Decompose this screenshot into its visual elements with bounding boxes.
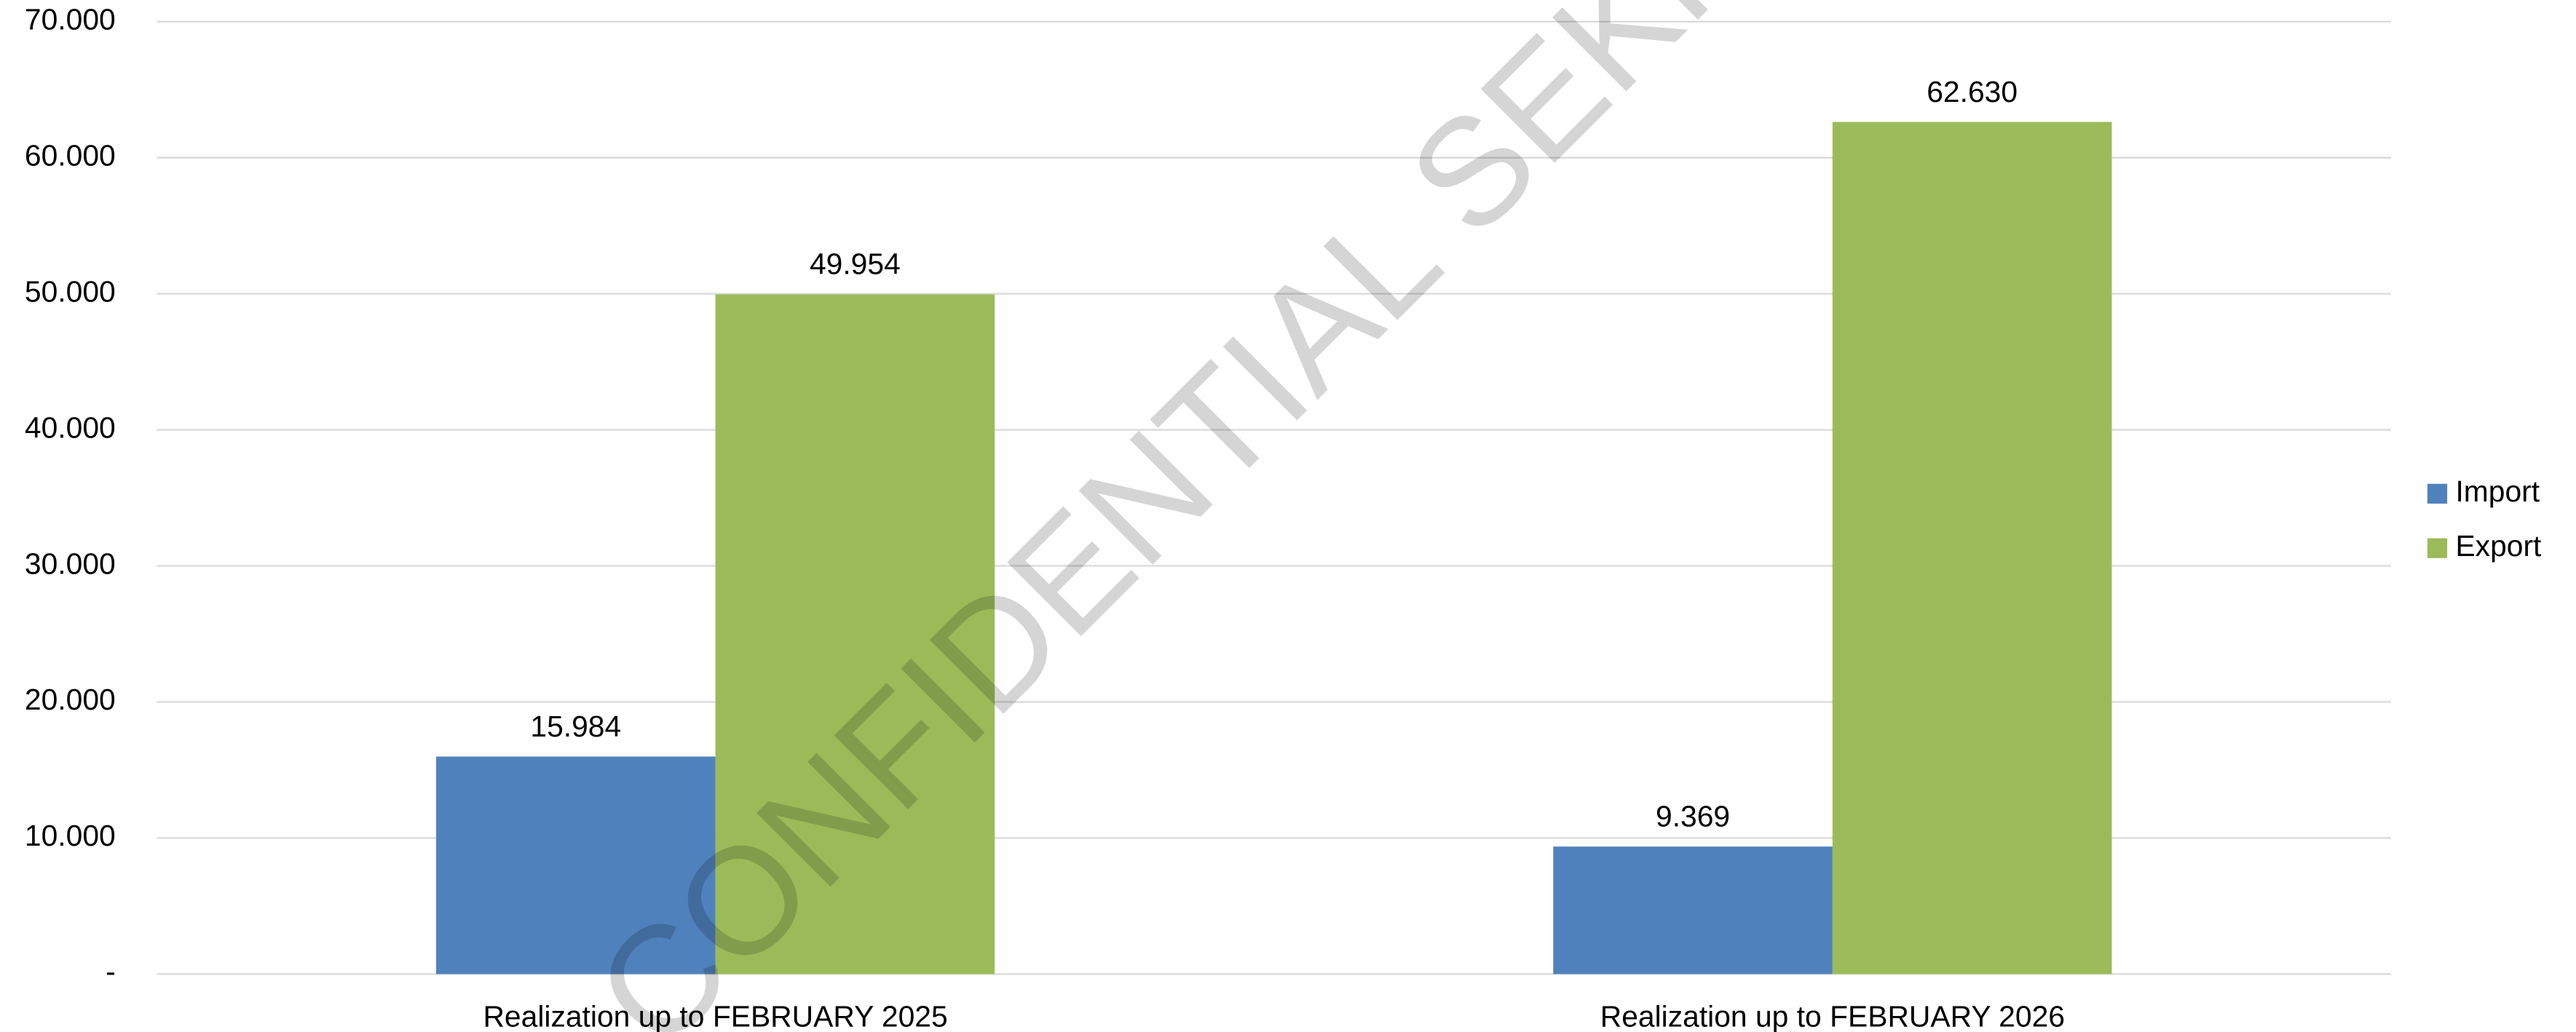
x-tick-label: Realization up to FEBRUARY 2025 <box>483 999 947 1032</box>
data-label: 15.984 <box>530 710 621 743</box>
legend-swatch <box>2427 483 2448 504</box>
y-tick-label: 10.000 <box>25 819 116 852</box>
x-tick-label: Realization up to FEBRUARY 2026 <box>1600 999 2065 1032</box>
y-tick-label: - <box>106 955 116 988</box>
legend-label: Export <box>2455 529 2542 563</box>
y-tick-label: 30.000 <box>25 547 116 580</box>
y-tick-label: 60.000 <box>25 138 116 172</box>
y-tick-label: 70.000 <box>25 3 116 36</box>
data-label: 62.630 <box>1927 75 2018 108</box>
legend-label: Import <box>2455 475 2540 508</box>
data-label: 49.954 <box>810 247 901 281</box>
y-tick-label: 50.000 <box>25 274 116 308</box>
bar <box>1832 122 2112 975</box>
bar <box>715 294 995 975</box>
bar <box>1553 846 1833 975</box>
legend-swatch <box>2427 538 2448 558</box>
bar <box>436 756 716 975</box>
y-tick-label: 40.000 <box>25 410 116 444</box>
data-label: 9.369 <box>1656 799 1730 833</box>
y-tick-label: 20.000 <box>25 683 116 716</box>
